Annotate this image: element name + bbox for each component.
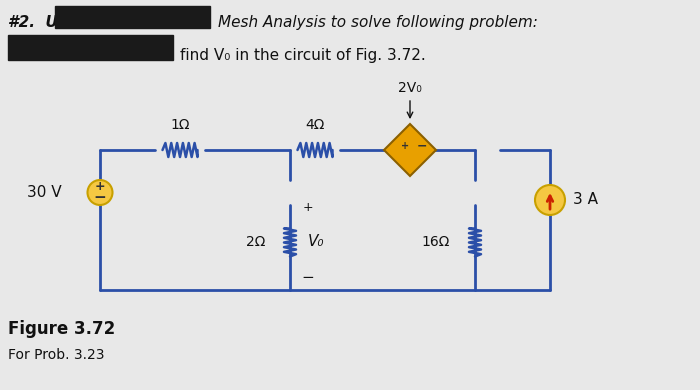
Text: 16Ω: 16Ω xyxy=(421,236,450,250)
Text: V₀: V₀ xyxy=(308,234,325,250)
Text: Figure 3.72: Figure 3.72 xyxy=(8,320,116,338)
Text: 2Ω: 2Ω xyxy=(246,236,265,250)
Text: −: − xyxy=(94,190,106,206)
Text: −: − xyxy=(302,271,314,285)
Circle shape xyxy=(88,180,113,205)
Text: 1Ω: 1Ω xyxy=(170,118,190,132)
Text: +: + xyxy=(302,202,314,214)
Text: 30 V: 30 V xyxy=(27,185,62,200)
Text: +: + xyxy=(94,181,105,193)
Polygon shape xyxy=(384,124,436,176)
Text: 3 A: 3 A xyxy=(573,193,598,207)
Text: find V₀ in the circuit of Fig. 3.72.: find V₀ in the circuit of Fig. 3.72. xyxy=(180,48,426,63)
Text: #2.  Use: #2. Use xyxy=(8,15,78,30)
Text: −: − xyxy=(416,140,427,152)
Text: 4Ω: 4Ω xyxy=(305,118,325,132)
Circle shape xyxy=(535,185,565,215)
Bar xyxy=(8,35,173,60)
Text: +: + xyxy=(401,141,409,151)
Text: For Prob. 3.23: For Prob. 3.23 xyxy=(8,348,104,362)
Text: 2V₀: 2V₀ xyxy=(398,81,422,95)
Bar xyxy=(55,6,210,28)
Text: Mesh Analysis to solve following problem:: Mesh Analysis to solve following problem… xyxy=(218,15,538,30)
